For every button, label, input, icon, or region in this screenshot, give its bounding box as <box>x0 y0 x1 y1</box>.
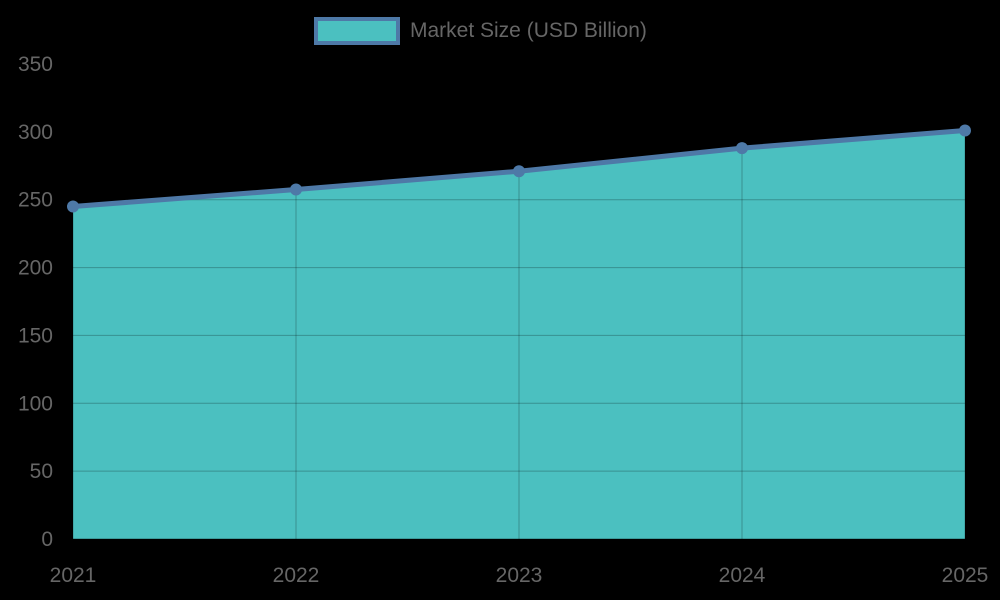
legend[interactable]: Market Size (USD Billion) <box>314 17 647 45</box>
data-point[interactable] <box>736 142 748 155</box>
plot-area: 0 50 100 150 200 250 300 350 2021 2022 2023 2024 202… <box>18 53 988 587</box>
x-tick-label: 2023 <box>496 564 543 587</box>
y-tick-label: 300 <box>18 121 53 144</box>
y-tick-label: 200 <box>18 257 53 280</box>
data-point[interactable] <box>959 124 971 137</box>
legend-swatch <box>314 17 400 45</box>
y-tick-label: 250 <box>18 189 53 212</box>
x-tick-label: 2024 <box>719 564 766 587</box>
data-point[interactable] <box>290 183 302 196</box>
data-point[interactable] <box>67 200 79 213</box>
x-tick-label: 2022 <box>273 564 320 587</box>
legend-label: Market Size (USD Billion) <box>410 19 647 42</box>
x-tick-label: 2021 <box>50 564 97 587</box>
y-tick-label: 350 <box>18 53 53 76</box>
x-tick-label: 2025 <box>942 564 989 587</box>
y-tick-label: 150 <box>18 324 53 347</box>
data-point[interactable] <box>513 165 525 178</box>
area-fill <box>73 130 965 539</box>
y-tick-label: 50 <box>30 460 53 483</box>
y-tick-label: 0 <box>41 528 53 551</box>
y-tick-label: 100 <box>18 392 53 415</box>
